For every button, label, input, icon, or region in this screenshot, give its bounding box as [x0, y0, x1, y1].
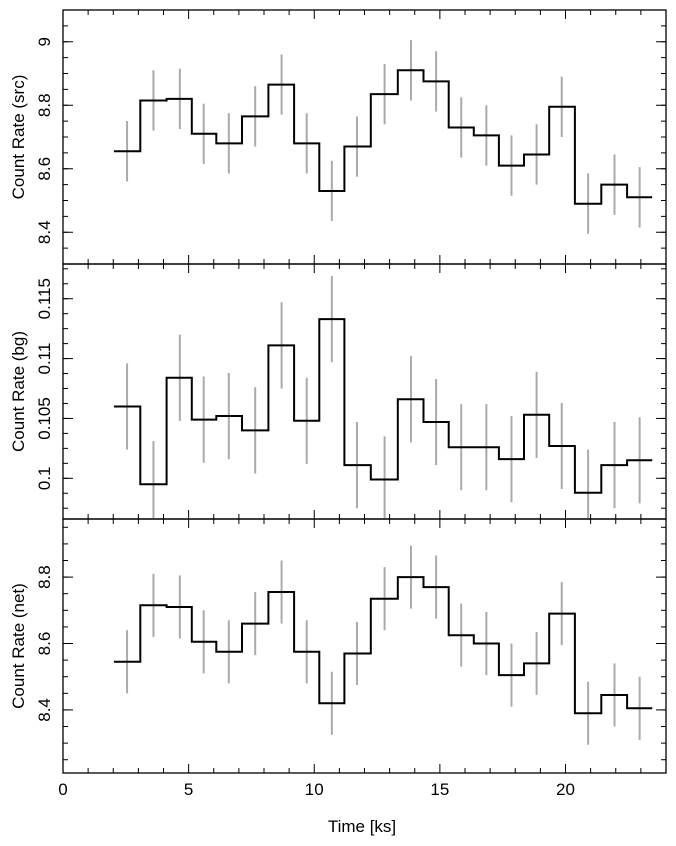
x-tick-label: 10 — [305, 780, 324, 799]
y-tick-label: 0.115 — [35, 278, 54, 319]
y-tick-label: 8.8 — [35, 565, 54, 589]
x-tick-label: 0 — [58, 780, 67, 799]
step-line-series — [113, 318, 653, 494]
y-tick-label: 0.11 — [35, 343, 54, 375]
y-tick-label: 0.1 — [35, 466, 54, 490]
y-tick-label: 8.6 — [35, 632, 54, 656]
y-tick-label: 0.105 — [35, 397, 54, 440]
y-axis-title: Count Rate (bg) — [9, 331, 28, 452]
y-tick-label: 9 — [35, 37, 54, 46]
net-rate-panel: 8.4 8.6 8.8 Count Rate (net) 0 5 10 15 20 — [9, 518, 667, 799]
x-tick-label: 5 — [184, 780, 193, 799]
step-line-series — [113, 69, 653, 205]
bg-rate-panel: 0.1 0.105 0.11 0.115 Count Rate (bg) — [9, 263, 667, 520]
y-axis-title: Count Rate (src) — [9, 75, 28, 200]
y-tick-label: 8.4 — [35, 220, 54, 244]
src-rate-panel: 8.4 8.6 8.8 9 Count Rate (src) — [9, 9, 667, 265]
x-tick-label: 15 — [430, 780, 449, 799]
y-tick-label: 8.4 — [35, 698, 54, 722]
step-line-series — [113, 576, 653, 715]
data-layer — [113, 545, 653, 745]
y-axis-title: Count Rate (net) — [9, 583, 28, 709]
data-layer — [113, 275, 653, 519]
x-tick-label: 20 — [556, 780, 575, 799]
y-tick-label: 8.6 — [35, 157, 54, 181]
x-axis-title: Time [ks] — [328, 817, 396, 836]
data-layer — [113, 40, 653, 234]
y-tick-label: 8.8 — [35, 93, 54, 117]
